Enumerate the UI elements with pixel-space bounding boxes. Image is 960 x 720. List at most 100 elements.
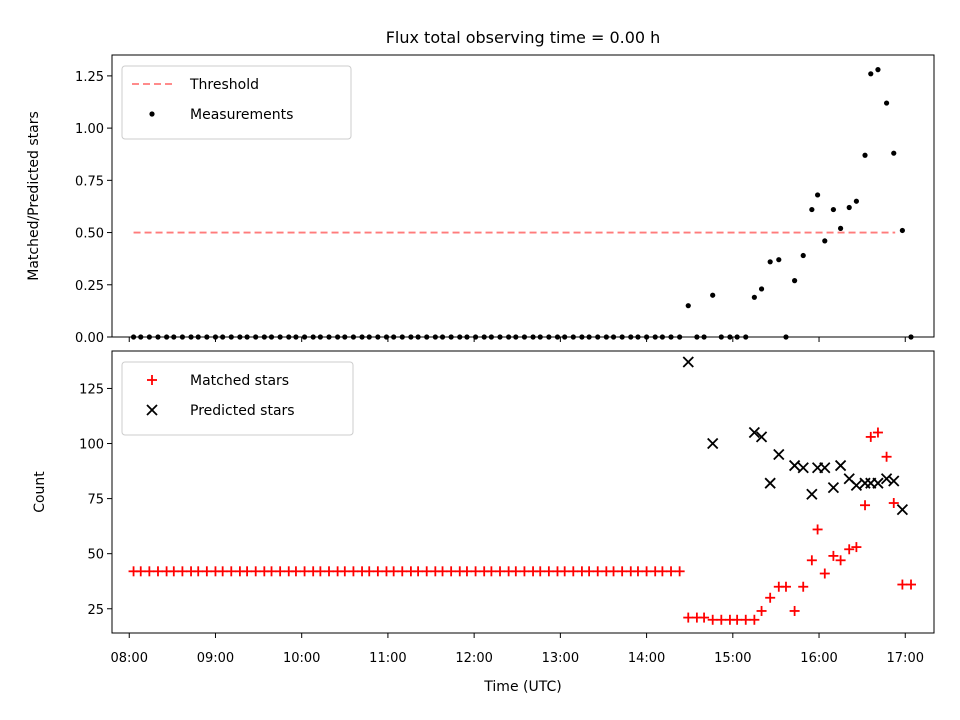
matched-stars-point (881, 451, 892, 462)
predicted-stars-point (748, 426, 761, 439)
bottom-legend: Matched stars Predicted stars (121, 361, 354, 436)
x-tick-label: 17:00 (887, 651, 924, 666)
matched-stars-point (789, 605, 800, 616)
measurement-point (837, 225, 844, 231)
matched-stars-point (323, 566, 334, 577)
matched-stars-point (592, 566, 603, 577)
predicted-stars-point (797, 462, 809, 474)
y-tick-label: 125 (79, 382, 104, 397)
measurement-point (883, 100, 890, 106)
predicted-stars-point (764, 477, 776, 489)
y-tick-label: 75 (87, 493, 104, 508)
y-tick-label: 1.00 (75, 122, 104, 137)
x-tick-label: 11:00 (369, 651, 406, 666)
top-y-axis: 0.00 0.25 0.50 0.75 1.00 1.25 (75, 70, 112, 346)
matched-stars-point (699, 612, 710, 623)
measurement-point (822, 238, 828, 244)
matched-stars-point (657, 566, 668, 577)
bottom-y-axis: 25 50 75 100 125 (79, 382, 112, 618)
matched-stars-point (674, 566, 685, 577)
chart-title: Flux total observing time = 0.00 h (386, 28, 661, 47)
measurement-point (685, 303, 691, 309)
predicted-stars-point (880, 473, 893, 485)
matched-stars-point (749, 614, 760, 625)
matched-stars-point (364, 566, 375, 577)
matched-stars-point (765, 592, 776, 603)
matched-stars-point (543, 566, 554, 577)
legend-label: Measurements (190, 107, 293, 123)
matched-stars-point (568, 566, 579, 577)
y-tick-label: 100 (79, 438, 104, 453)
x-tick-label: 12:00 (455, 651, 492, 666)
matched-stars-point (872, 427, 883, 438)
matched-stars-point (388, 566, 399, 577)
predicted-stars-point (806, 488, 818, 500)
matched-stars-point (798, 581, 809, 592)
x-axis-label: Time (UTC) (483, 679, 561, 695)
measurement-point (776, 257, 782, 263)
legend-measurement-swatch (149, 111, 155, 117)
matched-stars-point (275, 566, 286, 577)
x-tick-label: 10:00 (283, 651, 320, 666)
measurement-point (875, 67, 881, 73)
matched-stars-point (266, 566, 277, 577)
matched-stars-point (756, 605, 767, 616)
matched-stars-point (339, 566, 350, 577)
matched-stars-point (250, 566, 261, 577)
matched-stars-point (641, 566, 652, 577)
matched-stars-point (828, 550, 839, 561)
predicted-stars-point (755, 431, 768, 443)
matched-stars-point (559, 566, 570, 577)
matched-stars-point (666, 566, 677, 577)
y-tick-label: 0.25 (75, 279, 104, 294)
bottom-axes-frame (111, 350, 935, 634)
matched-stars-point (217, 566, 228, 577)
legend-predicted-swatch (146, 404, 158, 416)
measurement-point (846, 204, 852, 211)
matched-stars-point (632, 566, 643, 577)
measurement-point (792, 278, 798, 284)
matched-stars-point (152, 566, 163, 577)
matched-stars-point (707, 614, 718, 625)
matched-stars-point (812, 524, 823, 535)
measurement-point (814, 192, 821, 198)
x-tick-label: 09:00 (197, 651, 234, 666)
y-tick-label: 0.00 (75, 331, 104, 346)
matched-stars-point (819, 568, 830, 579)
matched-stars-point (683, 612, 694, 623)
matched-stars-point (446, 566, 457, 577)
measurement-point (767, 259, 773, 265)
matched-stars-point (177, 566, 188, 577)
measurement-point (899, 227, 905, 234)
matched-stars-point (372, 566, 383, 577)
matched-stars-point (888, 498, 899, 509)
legend-box (121, 65, 352, 140)
matched-stars-point (135, 566, 146, 577)
measurement-point (758, 286, 765, 292)
x-tick-label: 13:00 (542, 651, 579, 666)
y-tick-label: 1.25 (75, 70, 104, 85)
predicted-stars-point (827, 481, 840, 494)
x-tick-label: 16:00 (800, 651, 837, 666)
matched-stars-point (740, 614, 751, 625)
matched-stars-point (780, 581, 791, 592)
matched-stars-point (897, 579, 908, 590)
matched-stars-point (510, 566, 521, 577)
measurement-point (800, 252, 806, 259)
matched-stars-point (290, 566, 301, 577)
bottom-y-axis-label: Count (32, 471, 48, 513)
bottom-plot-area (128, 356, 917, 625)
matched-stars-point (315, 566, 326, 577)
x-tick-label: 15:00 (714, 651, 751, 666)
y-tick-label: 50 (87, 548, 104, 563)
matched-stars-point (906, 579, 917, 590)
y-tick-label: 0.75 (75, 174, 104, 189)
matched-stars-point (860, 500, 871, 511)
measurement-point (710, 292, 716, 298)
y-tick-label: 25 (87, 603, 104, 618)
measurement-point (809, 206, 815, 213)
matched-stars-point (732, 614, 743, 625)
y-tick-label: 0.50 (75, 227, 104, 242)
top-x-ticks (128, 337, 906, 342)
matched-stars-point (495, 566, 506, 577)
